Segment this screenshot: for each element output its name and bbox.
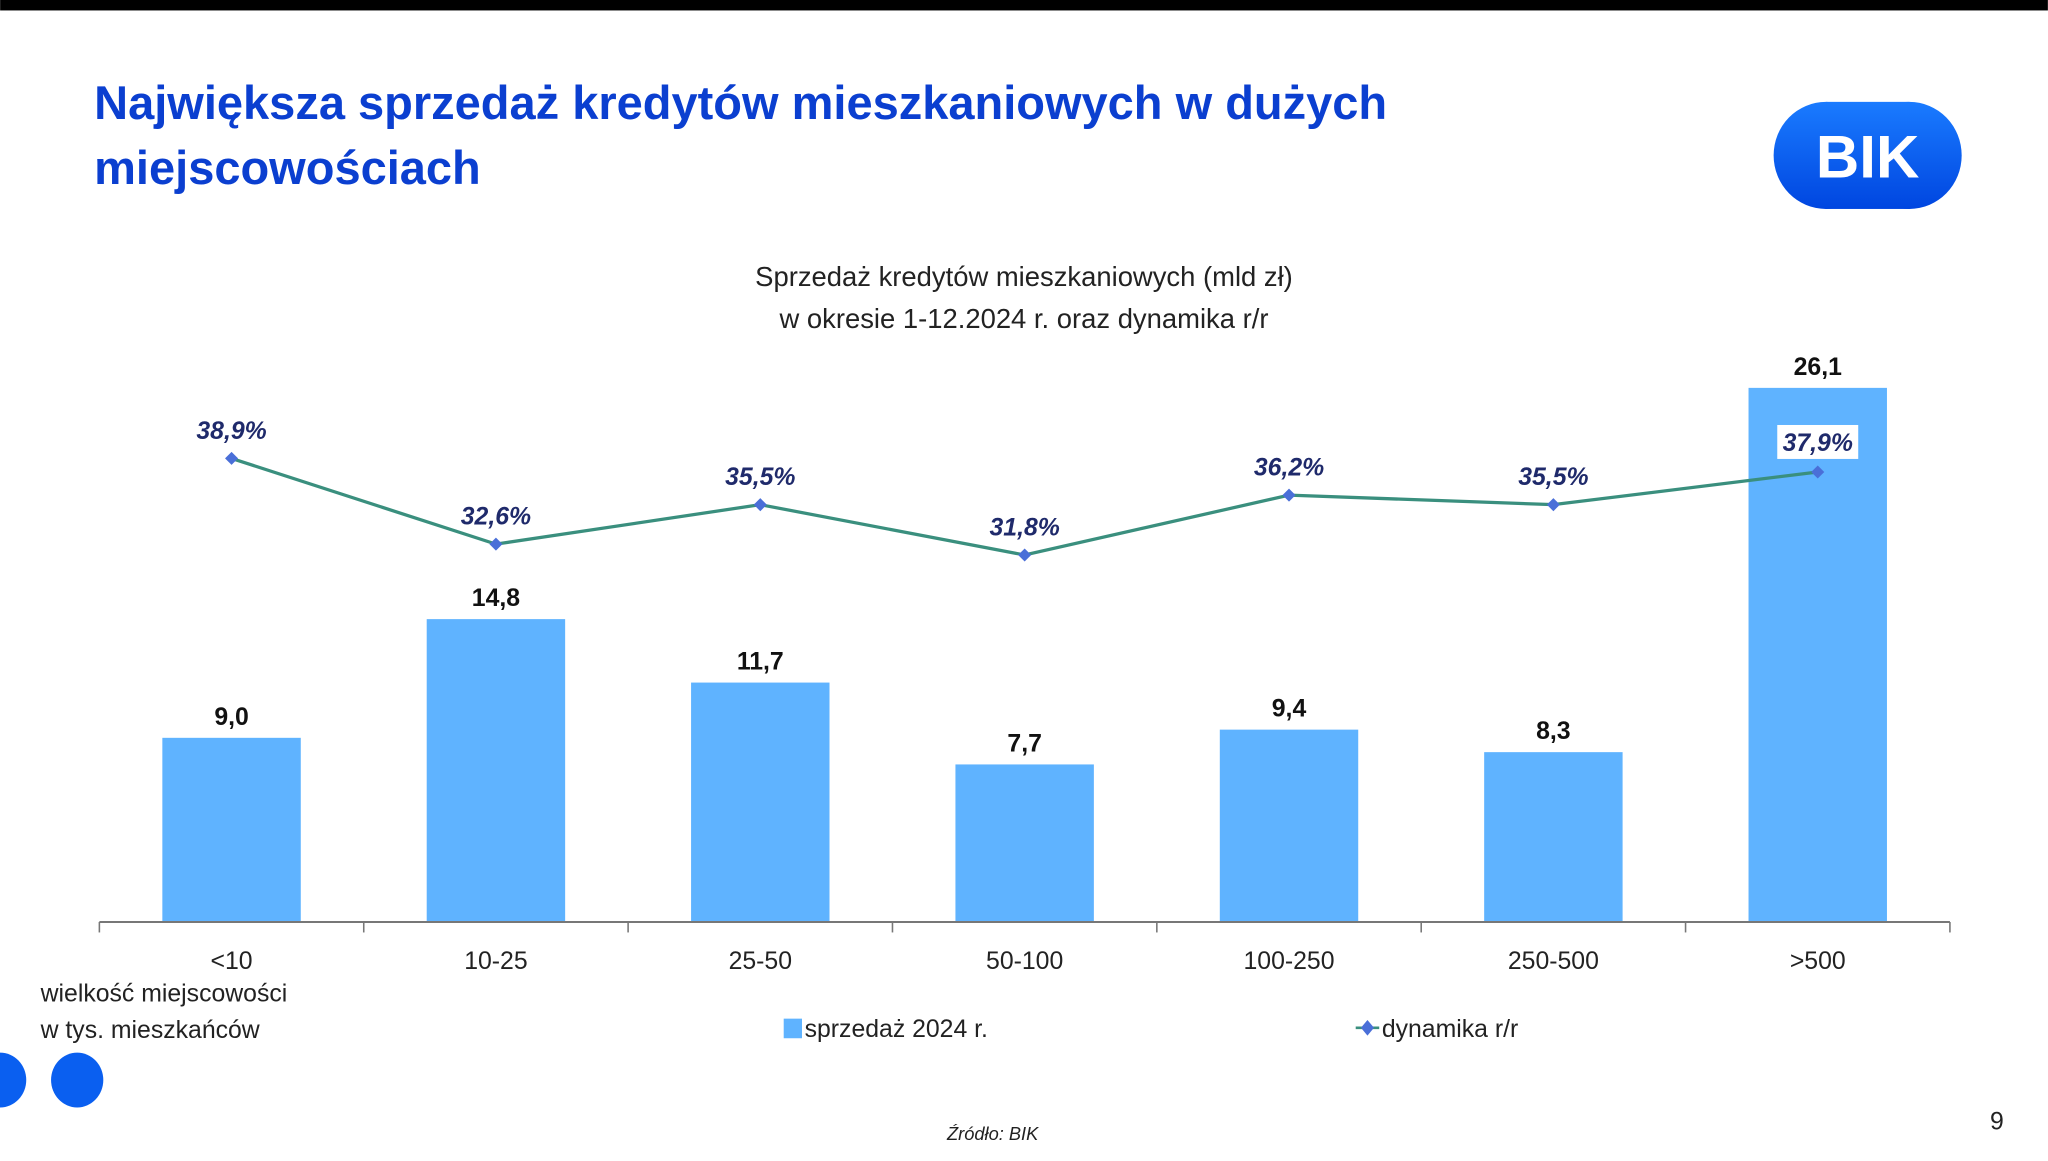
bar-series: 9,0 14,8 11,7 7,7 9,4 8,3 26,1 [162,354,1887,923]
line-point [1018,548,1032,562]
x-tick-label: 25-50 [729,948,792,975]
line-value-label: 31,8% [989,514,1059,541]
line-label-box [1777,424,1859,459]
slide-title-line1: Największa sprzedaż kredytów mieszkaniow… [94,76,1387,129]
bar [1484,752,1623,923]
x-tick-label: 250-500 [1508,948,1599,975]
source-note: Źródło: BIK [946,1123,1039,1144]
line-value-label: 32,6% [461,504,531,531]
bik-logo: BIK [1773,101,1962,209]
line-value-label: 37,9% [1783,430,1853,457]
line-value-label: 35,5% [1518,464,1588,491]
bar [162,737,301,923]
x-axis-title-line1: wielkość miejscowości [40,981,288,1008]
x-tick-label: 100-250 [1244,948,1335,975]
line-point [753,498,767,512]
bar-value-label: 8,3 [1536,718,1570,745]
bar-value-label: 11,7 [737,649,784,676]
page-number: 9 [1990,1109,2004,1136]
legend-diamond-icon [1360,1019,1374,1036]
bar [426,619,566,923]
line-value-label: 38,9% [196,418,266,445]
chart-title-line2: w okresie 1-12.2024 r. oraz dynamika r/r [779,303,1269,334]
x-tick-label: <10 [211,948,253,975]
slide-title-line2: miejscowościach [94,141,481,194]
line-value-label: 35,5% [725,464,795,491]
bar-value-label: 9,4 [1272,696,1307,723]
x-tick-label: >500 [1790,948,1846,975]
line-value-label: 36,2% [1254,455,1324,482]
logo-text: BIK [1816,124,1919,191]
legend-bar-label: sprzedaż 2024 r. [805,1016,988,1043]
legend: sprzedaż 2024 r. dynamika r/r [783,1016,1518,1043]
line-series: 38,9% 32,6% 35,5% 31,8% 36,2% 35,5% 37,9% [196,418,1859,562]
bar [1219,729,1359,923]
line-point [489,537,503,551]
x-axis: <10 10-25 25-50 50-100 100-250 250-500 >500 [98,921,1951,975]
bar-value-label: 7,7 [1007,730,1041,757]
line-point [1811,465,1825,479]
bar [955,764,1094,923]
bar-value-label: 26,1 [1794,354,1842,381]
line-point [1546,498,1560,512]
legend-line-label: dynamika r/r [1382,1016,1518,1043]
chart-title-line1: Sprzedaż kredytów mieszkaniowych (mld zł… [755,261,1293,292]
legend-bar-swatch [783,1018,802,1039]
decorative-circles [0,1052,104,1108]
line-point [1282,488,1296,502]
bar [691,682,830,923]
x-tick-label: 50-100 [986,948,1063,975]
x-axis-title-line2: w tys. mieszkańców [40,1017,260,1044]
line-point [225,451,239,465]
bar-value-label: 9,0 [214,704,248,731]
x-tick-label: 10-25 [464,948,527,975]
top-bar [0,0,2048,11]
bar-value-label: 14,8 [472,585,520,612]
